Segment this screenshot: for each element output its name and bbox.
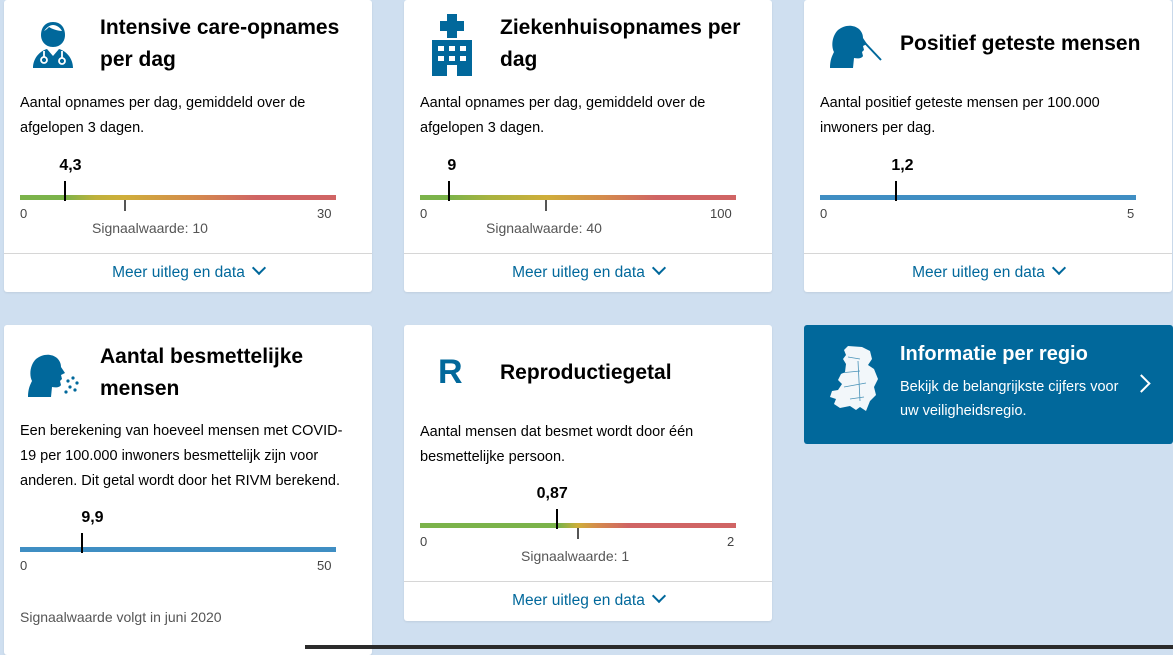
card-title: Positief geteste mensen [900, 32, 1141, 55]
gauge-bar [420, 195, 736, 200]
card-reproduction-number: R Reproductiegetal Aantal mensen dat bes… [404, 325, 772, 621]
axis-max: 30 [317, 206, 332, 221]
card-description: Aantal mensen dat besmet wordt door één … [420, 424, 694, 465]
axis-min: 0 [820, 206, 828, 221]
more-info-label: Meer uitleg en data [512, 264, 645, 281]
gauge-bar [420, 523, 736, 528]
axis-min: 0 [420, 206, 428, 221]
netherlands-map-icon [830, 346, 878, 411]
signal-value: Signaalwaarde: 40 [486, 220, 602, 236]
axis-max: 5 [1127, 206, 1135, 221]
more-info-label: Meer uitleg en data [512, 592, 645, 609]
divider [804, 253, 1172, 254]
axis-min: 0 [20, 206, 28, 221]
current-value-marker [895, 181, 897, 201]
divider [404, 581, 772, 582]
card-positive-tested: Positief geteste mensen Aantal positief … [804, 0, 1172, 292]
card-description: Aantal opnames per dag, gemiddeld over d… [20, 95, 306, 136]
axis-max: 50 [317, 558, 332, 573]
gauge-bar [20, 547, 336, 552]
more-info-button[interactable]: Meer uitleg en data [4, 260, 372, 282]
bottom-scroll-strip [305, 645, 1173, 649]
card-infectious-people: Aantal besmettelijke mensen Een berekeni… [4, 325, 372, 655]
card-intensive-care: Intensive care-opnames per dag Aantal op… [4, 0, 372, 292]
card-title: Ziekenhuisopnames per dag [500, 16, 741, 71]
card-description: Aantal opnames per dag, gemiddeld over d… [420, 95, 706, 136]
card-description: Aantal positief geteste mensen per 100.0… [820, 95, 1100, 136]
current-value-marker [64, 181, 66, 201]
signal-value: Signaalwaarde: 10 [92, 220, 208, 236]
r-letter-icon: R [438, 353, 463, 391]
current-value: 4,3 [59, 157, 82, 174]
current-value: 0,87 [536, 485, 568, 502]
divider [4, 253, 372, 254]
more-info-label: Meer uitleg en data [912, 264, 1045, 281]
signal-tick [577, 528, 579, 539]
chevron-down-icon [651, 260, 666, 276]
chevron-down-icon [1051, 260, 1066, 276]
signal-note: Signaalwaarde volgt in juni 2020 [20, 609, 222, 625]
region-title: Informatie per regio [900, 343, 1088, 365]
signal-tick [124, 200, 126, 211]
current-value-marker [81, 533, 83, 553]
card-title: Aantal besmettelijke mensen [100, 345, 304, 400]
doctor-icon [33, 22, 73, 68]
divider [404, 253, 772, 254]
axis-max: 100 [710, 206, 732, 221]
current-value: 9 [447, 157, 457, 174]
more-info-button[interactable]: Meer uitleg en data [404, 260, 772, 282]
current-value: 1,2 [891, 157, 914, 174]
region-description: Bekijk de belangrijkste cijfers voor uw … [900, 379, 1119, 419]
gauge-bar [20, 195, 336, 200]
axis-min: 0 [20, 558, 28, 573]
more-info-button[interactable]: Meer uitleg en data [804, 260, 1172, 282]
sneeze-icon [28, 354, 79, 397]
more-info-button[interactable]: Meer uitleg en data [404, 588, 772, 610]
axis-min: 0 [420, 534, 428, 549]
card-title: Reproductiegetal [500, 361, 672, 384]
card-description: Een berekening van hoeveel mensen met CO… [20, 423, 343, 489]
signal-value: Signaalwaarde: 1 [521, 548, 630, 564]
swab-test-icon [830, 25, 882, 68]
current-value: 9,9 [81, 509, 104, 526]
card-hospital: Ziekenhuisopnames per dag Aantal opnames… [404, 0, 772, 292]
card-title: Intensive care-opnames per dag [100, 16, 340, 71]
chevron-down-icon [251, 260, 266, 276]
region-info-link[interactable]: Informatie per regio Bekijk de belangrij… [804, 325, 1173, 444]
current-value-marker [556, 509, 558, 529]
axis-max: 2 [727, 534, 735, 549]
chevron-down-icon [651, 588, 666, 604]
hospital-icon [432, 14, 472, 76]
signal-tick [545, 200, 547, 211]
more-info-label: Meer uitleg en data [112, 264, 245, 281]
current-value-marker [448, 181, 450, 201]
gauge-bar [820, 195, 1136, 200]
